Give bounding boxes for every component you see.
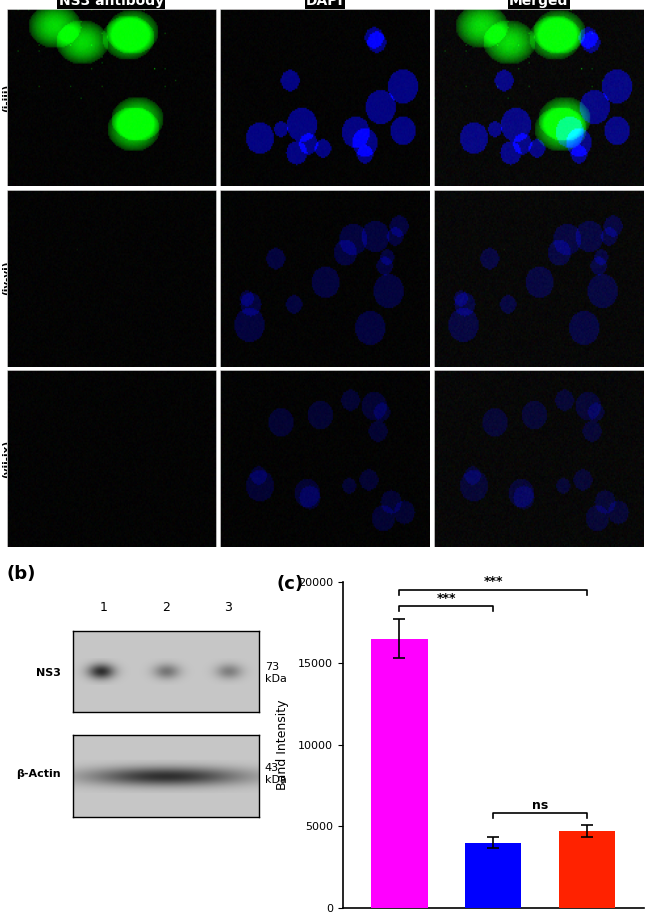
Title: Merged: Merged xyxy=(509,0,568,8)
Y-axis label: DV2-replicon + ZnS QD-MPA
(vii-ix): DV2-replicon + ZnS QD-MPA (vii-ix) xyxy=(0,376,12,541)
Text: 73
kDa: 73 kDa xyxy=(265,662,287,684)
Bar xyxy=(559,831,616,908)
Text: 1: 1 xyxy=(99,602,108,614)
Y-axis label: Band Intensity: Band Intensity xyxy=(276,700,289,790)
Text: 43
kDa: 43 kDa xyxy=(265,763,287,785)
Title: DAPI: DAPI xyxy=(306,0,344,8)
Text: 3: 3 xyxy=(224,602,232,614)
Bar xyxy=(465,843,521,908)
Y-axis label: DV2-replicon
(i-iii): DV2-replicon (i-iii) xyxy=(0,60,12,136)
Title: NS3 antibody: NS3 antibody xyxy=(58,0,164,8)
Y-axis label: DV2-replicon + MPA
(iv-vi): DV2-replicon + MPA (iv-vi) xyxy=(0,220,12,337)
Text: 2: 2 xyxy=(162,602,170,614)
Text: (c): (c) xyxy=(277,575,304,593)
Text: ns: ns xyxy=(532,799,549,812)
Bar xyxy=(371,639,428,908)
Text: ***: *** xyxy=(437,591,456,604)
Text: β-Actin: β-Actin xyxy=(16,769,60,779)
Text: ***: *** xyxy=(484,575,503,589)
Text: (b): (b) xyxy=(6,566,36,583)
Text: NS3: NS3 xyxy=(36,668,60,678)
